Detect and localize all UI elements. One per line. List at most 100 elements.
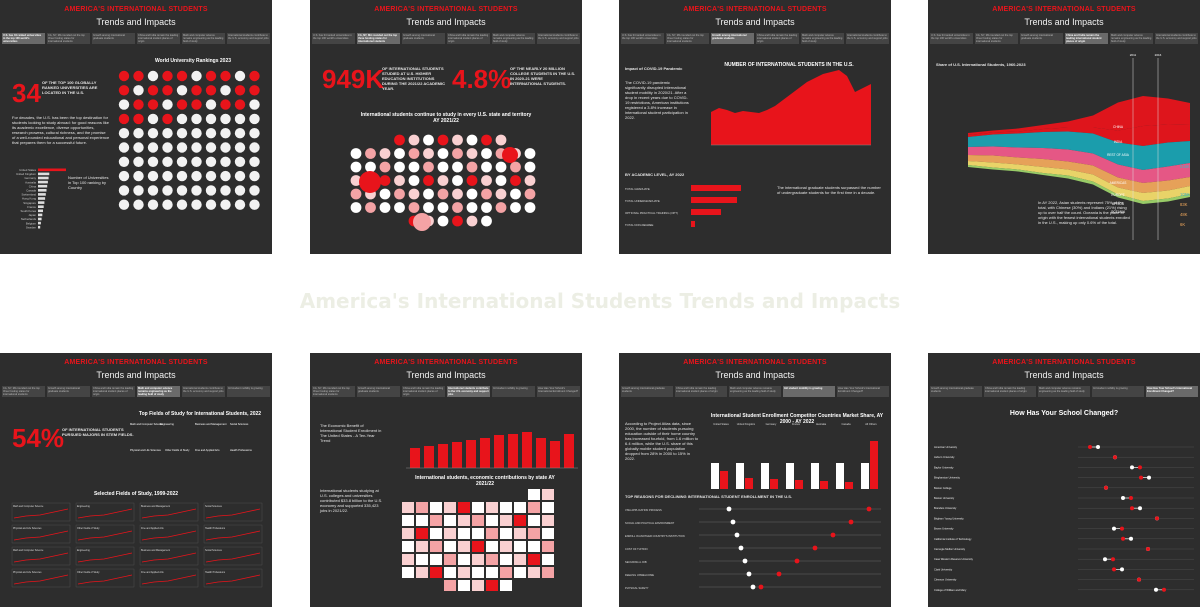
state-tile (542, 515, 554, 526)
country-bar (38, 221, 41, 225)
country-bar (38, 180, 48, 184)
slide-subtitle: Trends and Impacts (1024, 370, 1104, 380)
university-dot (162, 185, 173, 196)
university-dot (234, 99, 246, 110)
state-bubble (394, 134, 405, 146)
tab[interactable]: CA, NY, MA rounded out the top three hos… (975, 33, 1018, 44)
tab[interactable]: Intl student mobility is growing (492, 386, 535, 397)
university-dot (133, 156, 144, 167)
headline: OF INTERNATIONAL STUDENTS PURSUED MAJORS… (62, 427, 134, 437)
tab[interactable]: International students contribute to the… (537, 33, 580, 44)
tab[interactable]: China and India remain the leading inter… (984, 386, 1036, 397)
share-bar-2022 (870, 441, 878, 489)
tab[interactable]: CA, NY, MA rounded out the top three hos… (47, 33, 90, 44)
tab[interactable]: Growth among international graduate stud… (47, 386, 90, 397)
slide-thumbnail-origin[interactable]: AMERICA'S INTERNATIONAL STUDENTS Trends … (928, 0, 1200, 254)
tab[interactable]: International students contribute to the… (182, 386, 225, 397)
contribution-bar (494, 435, 504, 468)
tab[interactable]: China and India remain the leading inter… (92, 386, 135, 397)
tab[interactable]: Growth among international graduate stud… (357, 386, 400, 397)
state-tile (542, 528, 554, 539)
tab[interactable]: China and India remain the leading inter… (756, 33, 799, 44)
tab[interactable]: U.S. has 34 ranked universities in the t… (312, 33, 355, 44)
level-label: OPTIONAL PRACTICAL TRAINING (OPT) (625, 211, 678, 215)
tab[interactable]: International students contribute to the… (1155, 33, 1198, 44)
tab[interactable]: Intl student mobility is growing (1092, 386, 1144, 397)
country-label: Sweden (26, 225, 37, 229)
tab[interactable]: International students contribute to the… (447, 386, 490, 397)
tab[interactable]: Growth among international graduate stud… (711, 33, 754, 44)
tab[interactable]: CA, NY, MA rounded out the top three hos… (666, 33, 709, 44)
trend-line (13, 508, 69, 519)
tab[interactable]: Growth among international graduate stud… (1020, 33, 1063, 44)
small-multiples-title: Selected Fields of Study, 1999-2022 (93, 491, 179, 497)
slide-thumbnail-mobility[interactable]: AMERICA'S INTERNATIONAL STUDENTS Trends … (619, 353, 891, 607)
trend-line (141, 530, 197, 541)
chart-title: Top Fields of Study for International St… (138, 411, 262, 417)
tab[interactable]: How Has Your School's International Enro… (837, 386, 889, 397)
state-bubble (481, 188, 492, 200)
body-text: For decades, the U.S. has been the top d… (12, 115, 110, 145)
university-dot (220, 113, 231, 125)
small-multiple-frame (203, 502, 263, 522)
tab[interactable]: U.S. has 34 ranked universities in the t… (2, 33, 45, 44)
slide-thumbnail-enrollment[interactable]: AMERICA'S INTERNATIONAL STUDENTS Trends … (310, 0, 582, 254)
tab[interactable]: CA, NY, MA rounded out the top three hos… (357, 33, 400, 44)
state-tile (528, 515, 540, 526)
small-multiple-frame (11, 502, 71, 522)
university-dot (147, 156, 159, 167)
state-tile (500, 567, 512, 578)
university-dot (220, 99, 231, 110)
tab[interactable]: Growth among international graduate stud… (402, 33, 445, 44)
slide-thumbnail-rankings[interactable]: AMERICA'S INTERNATIONAL STUDENTS Trends … (0, 0, 272, 254)
share-bar-2000 (861, 463, 869, 489)
slide-thumbnail-school[interactable]: AMERICA'S INTERNATIONAL STUDENTS Trends … (928, 353, 1200, 607)
tab[interactable]: International students contribute to the… (846, 33, 889, 44)
tab[interactable]: Intl student mobility is growing (227, 386, 270, 397)
state-bubble (394, 188, 405, 200)
country-label: Canada (26, 189, 36, 193)
tab[interactable]: Math and computer science remains engine… (137, 386, 180, 397)
tab[interactable]: Math and computer science remains engine… (729, 386, 781, 397)
tab[interactable]: Math and computer science remains engine… (1110, 33, 1153, 44)
tab[interactable]: CA, NY, MA rounded out the top three hos… (2, 386, 45, 397)
state-tile (472, 528, 484, 539)
university-dot (118, 185, 130, 196)
tab[interactable]: China and India remain the leading inter… (137, 33, 180, 44)
state-bubble (365, 161, 376, 173)
tab[interactable]: China and India remain the leading inter… (675, 386, 727, 397)
state-bubble-ny (502, 147, 518, 163)
trend-line (13, 574, 69, 585)
tab[interactable]: Intl student mobility is growing (783, 386, 835, 397)
slide-thumbnail-graduate[interactable]: AMERICA'S INTERNATIONAL STUDENTS Trends … (619, 0, 891, 254)
dot-2022 (1162, 587, 1166, 592)
small-multiple-label: Physical and Life Sciences (13, 571, 42, 574)
tab[interactable]: China and India remain the leading inter… (447, 33, 490, 44)
dot-2022 (1139, 475, 1143, 480)
tab[interactable]: China and India remain the leading inter… (402, 386, 445, 397)
university-dot (249, 99, 260, 110)
tab[interactable]: Math and computer science remains engine… (492, 33, 535, 44)
headline: OF THE TOP 100 GLOBALLY RANKED UNIVERSIT… (42, 80, 98, 95)
tab[interactable]: Growth among international graduate stud… (621, 386, 673, 397)
tab[interactable]: U.S. has 34 ranked universities in the t… (621, 33, 664, 44)
state-bubble (466, 215, 478, 227)
tab[interactable]: International students contribute to the… (227, 33, 270, 44)
tab[interactable]: U.S. has 34 ranked universities in the t… (930, 33, 973, 44)
tab[interactable]: Growth among international graduate stud… (92, 33, 135, 44)
state-bubble (466, 202, 478, 213)
university-dot (220, 170, 231, 182)
share-bar-2000 (811, 463, 819, 489)
slide-thumbnail-fields[interactable]: AMERICA'S INTERNATIONAL STUDENTS Trends … (0, 353, 272, 607)
tab[interactable]: How Has Your School's International Enro… (1146, 386, 1198, 397)
tab[interactable]: CA, NY, MA rounded out the top three hos… (312, 386, 355, 397)
slide-thumbnail-economy[interactable]: AMERICA'S INTERNATIONAL STUDENTS Trends … (310, 353, 582, 607)
tab[interactable]: Growth among international graduate stud… (930, 386, 982, 397)
tab[interactable]: China and India remain the leading inter… (1065, 33, 1108, 44)
tab[interactable]: How Has Your School's International Enro… (537, 386, 580, 397)
tab[interactable]: Math and computer science remains engine… (801, 33, 844, 44)
slide-tabs: Growth among international graduate stud… (930, 386, 1198, 397)
tab[interactable]: Math and computer science remains engine… (1038, 386, 1090, 397)
university-dot (176, 113, 188, 125)
tab[interactable]: Math and computer science remains engine… (182, 33, 225, 44)
